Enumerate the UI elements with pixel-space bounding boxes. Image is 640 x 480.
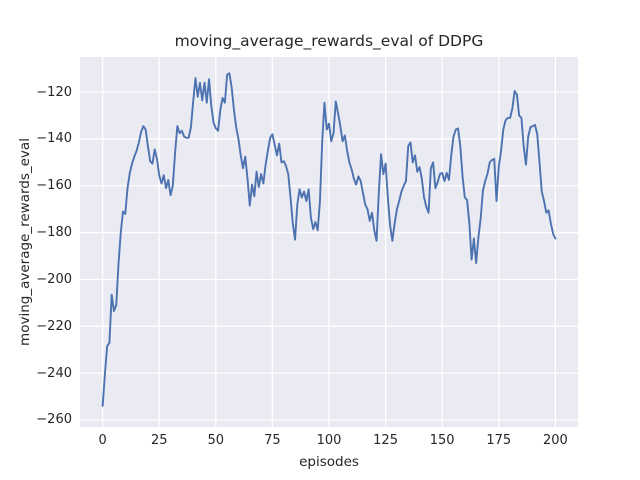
axes-canvas — [80, 57, 578, 427]
y-tick-label: −140 — [36, 131, 72, 147]
x-tick-label: 175 — [486, 433, 512, 448]
x-tick-label: 50 — [207, 433, 225, 448]
chart-title: moving_average_rewards_eval of DDPG — [174, 32, 484, 50]
y-tick-label: −160 — [36, 178, 72, 194]
x-tick-label: 0 — [98, 433, 107, 448]
reward-line-series — [101, 72, 557, 407]
x-tick-label: 100 — [316, 433, 342, 448]
x-tick-label: 125 — [373, 433, 398, 448]
x-tick-label: 200 — [542, 433, 568, 448]
y-axis-label: moving_average_rewards_eval — [17, 138, 33, 346]
y-tick-label: −200 — [36, 271, 72, 287]
x-tick-label: 150 — [429, 433, 455, 448]
y-tick-label: −120 — [36, 84, 72, 100]
x-tick-label: 25 — [150, 433, 168, 448]
x-tick-label: 75 — [264, 433, 281, 448]
y-tick-label: −240 — [36, 365, 72, 381]
plot-area — [80, 57, 578, 427]
y-tick-label: −180 — [36, 225, 72, 241]
y-tick-label: −220 — [36, 318, 72, 334]
x-axis-label: episodes — [299, 454, 359, 470]
y-tick-label: −260 — [36, 412, 72, 428]
